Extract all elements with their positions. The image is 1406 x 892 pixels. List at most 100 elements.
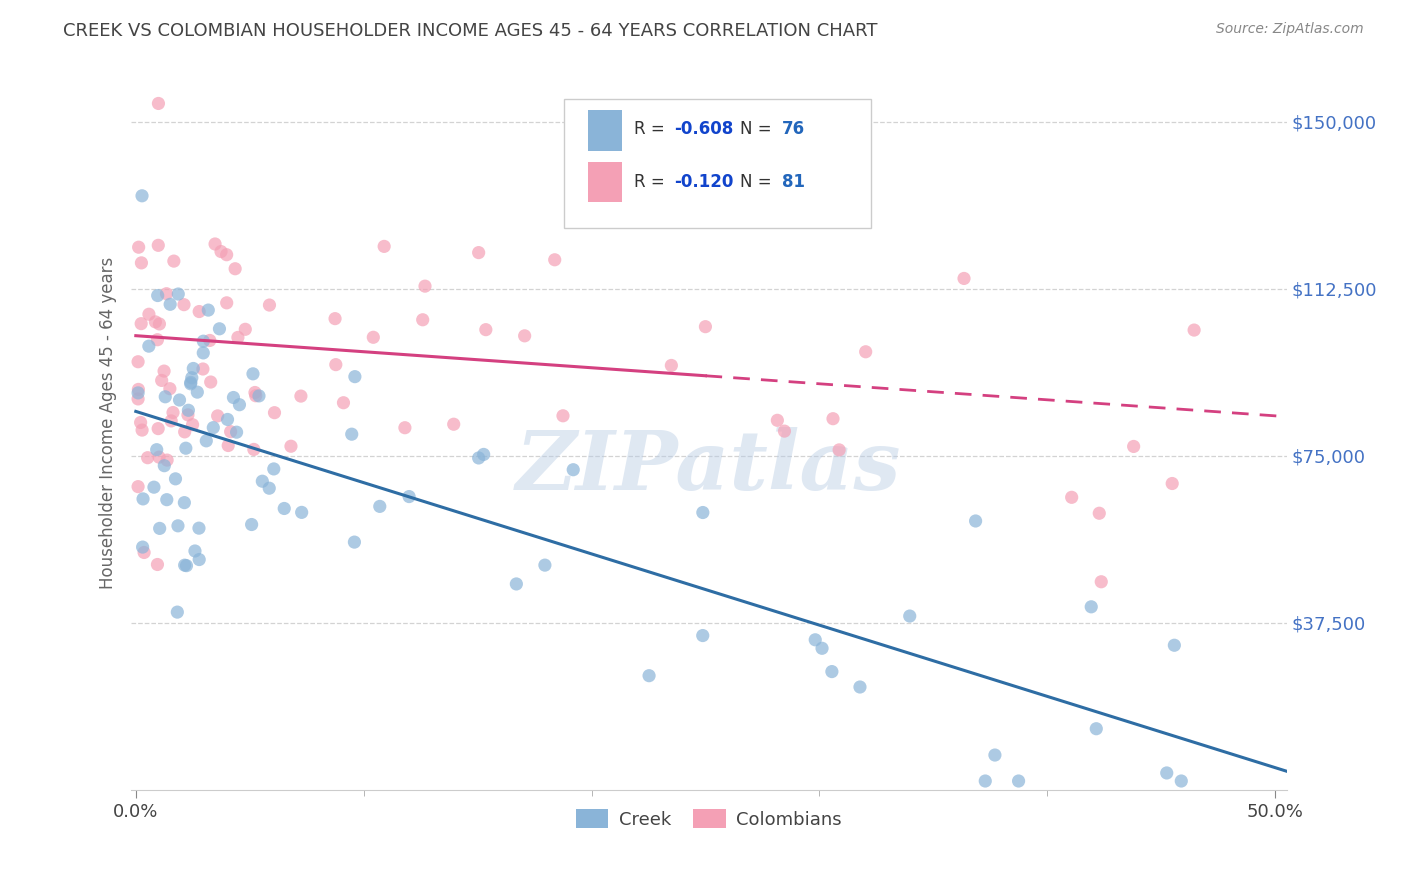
Text: -0.120: -0.120 xyxy=(675,172,734,191)
Point xyxy=(224,261,246,276)
Point xyxy=(974,774,997,789)
Point xyxy=(343,535,366,549)
Point xyxy=(534,558,557,573)
Point xyxy=(131,256,153,270)
Point xyxy=(127,385,149,400)
Point xyxy=(188,304,211,318)
Point xyxy=(148,238,170,252)
Point xyxy=(184,544,207,558)
Point xyxy=(173,425,195,439)
Point xyxy=(181,361,204,376)
Point xyxy=(219,425,242,439)
Point xyxy=(291,505,314,519)
Point xyxy=(280,439,302,453)
Point xyxy=(849,680,872,694)
Point xyxy=(129,317,152,331)
Point xyxy=(551,409,574,423)
Point xyxy=(1163,638,1185,652)
Text: 76: 76 xyxy=(782,120,804,137)
Point xyxy=(225,425,247,440)
Point xyxy=(128,240,150,254)
Point xyxy=(242,367,264,381)
Point xyxy=(146,333,169,347)
Point xyxy=(132,545,155,559)
Point xyxy=(1170,774,1192,789)
FancyBboxPatch shape xyxy=(564,99,870,227)
Point xyxy=(1085,722,1108,736)
Point xyxy=(131,540,153,554)
Point xyxy=(695,319,717,334)
Legend: Creek, Colombians: Creek, Colombians xyxy=(568,802,849,836)
Point xyxy=(222,391,245,405)
Point xyxy=(398,490,420,504)
Point xyxy=(193,346,215,360)
Point xyxy=(202,420,225,434)
Y-axis label: Householder Income Ages 45 - 64 years: Householder Income Ages 45 - 64 years xyxy=(100,256,117,589)
Point xyxy=(965,514,987,528)
Point xyxy=(142,480,165,494)
Point xyxy=(562,463,585,477)
Point xyxy=(692,629,714,643)
Point xyxy=(153,458,176,473)
Point xyxy=(159,297,181,311)
Point xyxy=(240,517,263,532)
Text: 81: 81 xyxy=(782,172,804,191)
Point xyxy=(1088,506,1111,520)
Point xyxy=(228,398,250,412)
Point xyxy=(263,462,285,476)
Point xyxy=(131,423,153,437)
Point xyxy=(148,96,170,111)
Point xyxy=(505,577,527,591)
Point xyxy=(773,424,796,438)
Point xyxy=(821,665,844,679)
Point xyxy=(1090,574,1112,589)
Point xyxy=(169,392,191,407)
Point xyxy=(209,244,232,259)
Point xyxy=(127,355,149,369)
Text: R =: R = xyxy=(634,120,669,137)
Point xyxy=(146,422,169,436)
Point xyxy=(165,472,187,486)
Point xyxy=(204,237,226,252)
Point xyxy=(467,450,489,465)
Point xyxy=(188,521,211,535)
Point xyxy=(129,416,152,430)
Text: Source: ZipAtlas.com: Source: ZipAtlas.com xyxy=(1216,22,1364,37)
Point xyxy=(290,389,312,403)
Point xyxy=(855,344,877,359)
Point xyxy=(173,558,195,573)
Point xyxy=(132,491,155,506)
Point xyxy=(131,189,153,203)
Point xyxy=(413,279,436,293)
Point xyxy=(173,298,195,312)
Point xyxy=(149,521,172,535)
Point xyxy=(200,375,222,389)
FancyBboxPatch shape xyxy=(588,111,623,151)
Point xyxy=(233,322,256,336)
Point xyxy=(148,450,170,465)
Point xyxy=(544,252,567,267)
Point xyxy=(340,427,363,442)
FancyBboxPatch shape xyxy=(588,161,623,202)
Point xyxy=(804,632,827,647)
Point xyxy=(513,328,536,343)
Point xyxy=(467,245,489,260)
Point xyxy=(155,390,177,404)
Point xyxy=(766,413,789,427)
Point xyxy=(984,747,1007,762)
Point xyxy=(181,417,204,432)
Point xyxy=(146,288,169,302)
Point xyxy=(259,298,281,312)
Point xyxy=(363,330,385,344)
Point xyxy=(217,412,239,426)
Point xyxy=(828,442,851,457)
Text: N =: N = xyxy=(740,172,778,191)
Point xyxy=(208,322,231,336)
Point xyxy=(257,481,280,495)
Point xyxy=(475,323,498,337)
Point xyxy=(1161,476,1184,491)
Point xyxy=(811,641,834,656)
Point xyxy=(136,450,159,465)
Point xyxy=(898,609,921,624)
Point xyxy=(176,558,198,573)
